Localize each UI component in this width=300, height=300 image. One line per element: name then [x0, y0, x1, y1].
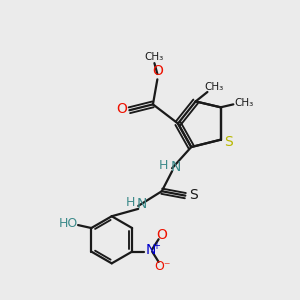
- Text: HO: HO: [59, 218, 78, 230]
- Text: O: O: [117, 102, 128, 116]
- Text: CH₃: CH₃: [235, 98, 254, 108]
- Text: O: O: [152, 64, 163, 78]
- Text: N: N: [170, 160, 181, 174]
- Text: CH₃: CH₃: [205, 82, 224, 92]
- Text: N: N: [145, 243, 156, 257]
- Text: N: N: [136, 196, 147, 211]
- Text: O: O: [156, 228, 167, 242]
- Text: H: H: [125, 196, 135, 209]
- Text: S: S: [189, 188, 198, 202]
- Text: O⁻: O⁻: [154, 260, 170, 273]
- Text: +: +: [152, 241, 160, 251]
- Text: CH₃: CH₃: [145, 52, 164, 62]
- Text: H: H: [159, 159, 169, 172]
- Text: S: S: [224, 135, 233, 149]
